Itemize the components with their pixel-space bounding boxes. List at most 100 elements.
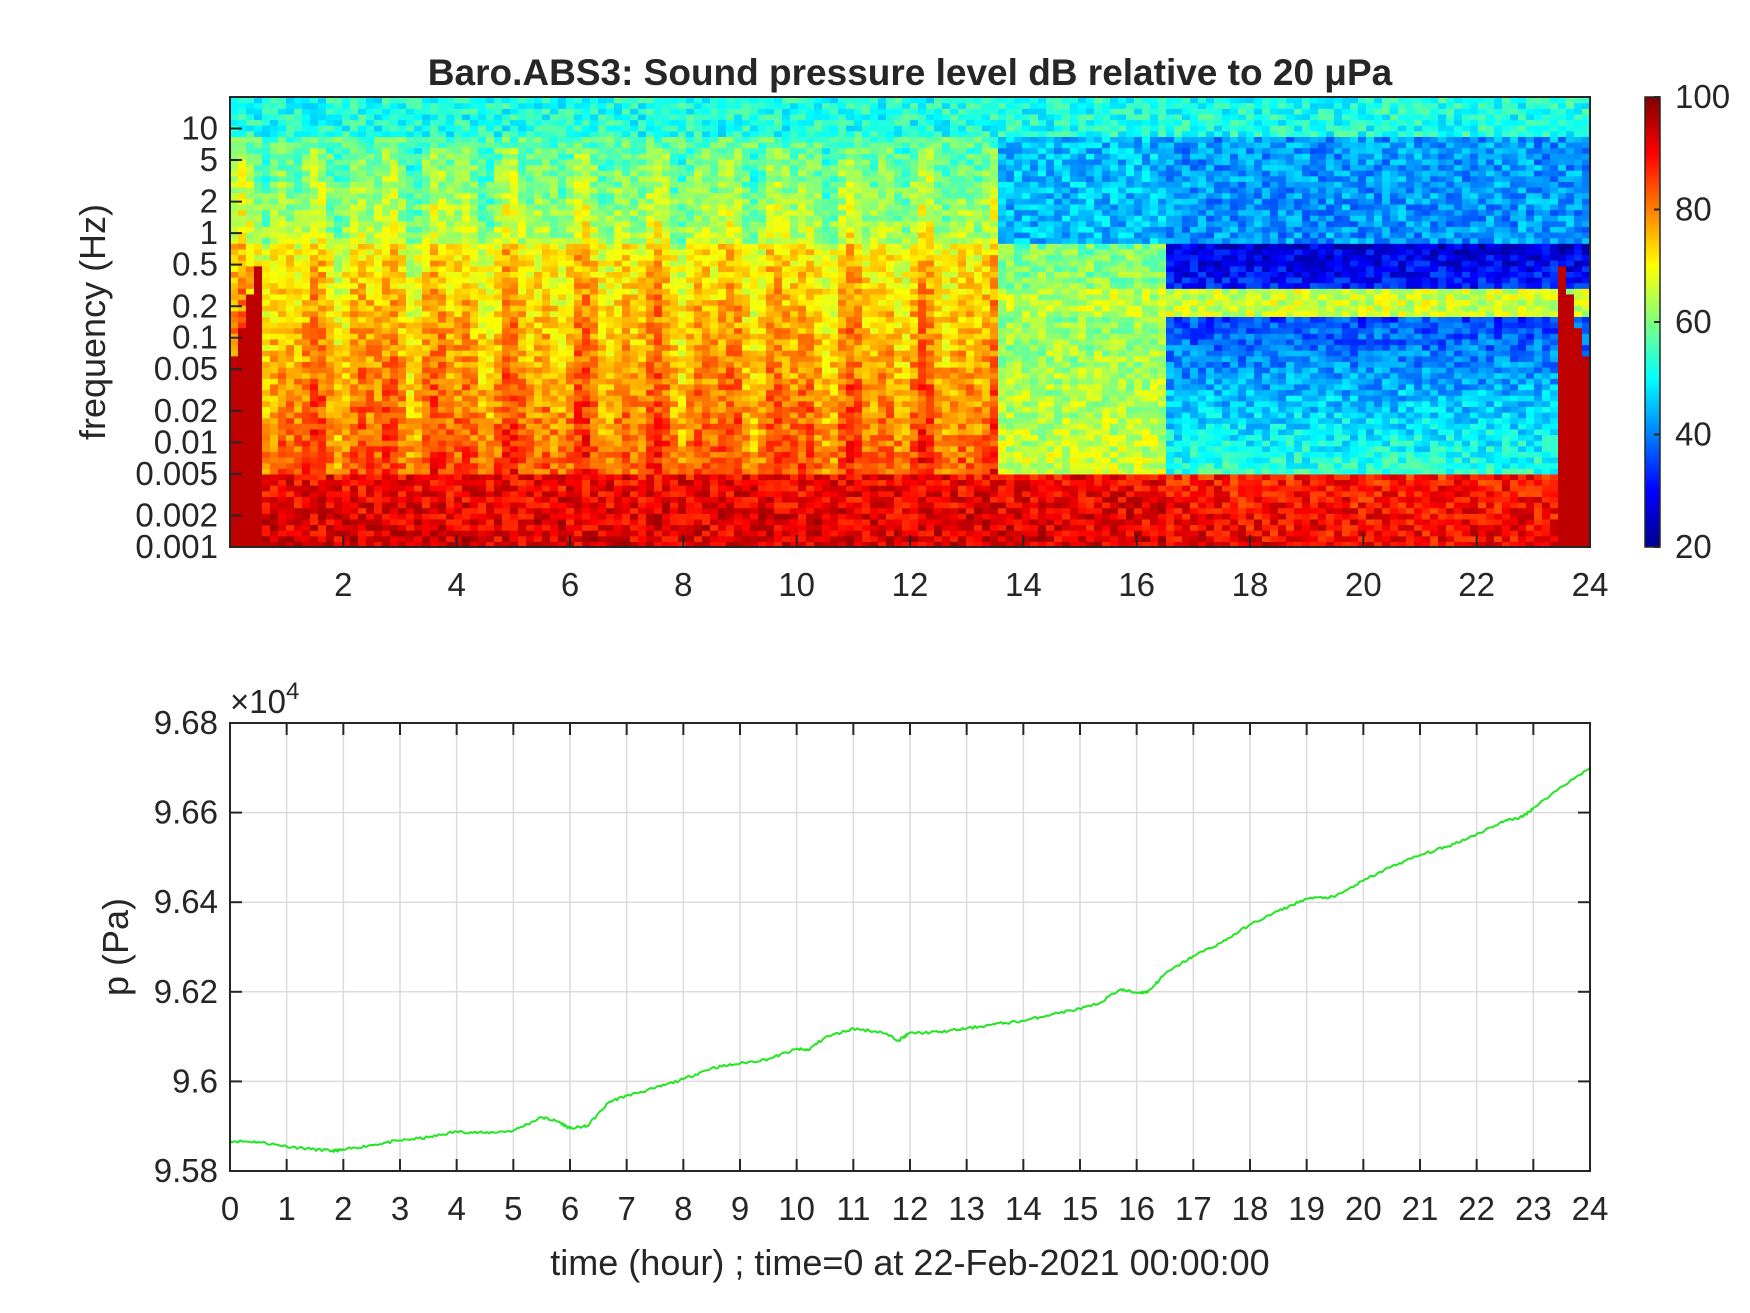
spectrogram-cell bbox=[510, 383, 519, 391]
spectrogram-cell bbox=[286, 265, 295, 272]
spectrogram-cell bbox=[334, 192, 343, 199]
spectrogram-cell bbox=[542, 451, 551, 458]
spectrogram-cell bbox=[534, 282, 543, 289]
spectrogram-cell bbox=[718, 142, 727, 149]
spectrogram-cell bbox=[550, 383, 559, 391]
spectrogram-cell bbox=[390, 277, 399, 284]
spectrogram-cell bbox=[718, 344, 727, 351]
spectrogram-cell bbox=[574, 305, 583, 312]
spectrogram-cell bbox=[438, 142, 447, 149]
spectrogram-cell bbox=[422, 535, 431, 542]
spectrogram-cell bbox=[662, 383, 671, 391]
spectrogram-cell bbox=[686, 535, 695, 542]
spectrogram-cell bbox=[390, 473, 399, 481]
spectrogram-cell bbox=[350, 102, 359, 109]
spectrogram-cell bbox=[358, 265, 367, 272]
spectrogram-cell bbox=[454, 535, 463, 542]
spectrogram-cell bbox=[654, 108, 663, 115]
spectrogram-cell bbox=[558, 187, 567, 194]
spectrogram-cell bbox=[494, 108, 503, 115]
spectrogram-cell bbox=[390, 479, 399, 486]
spectrogram-cell bbox=[718, 97, 727, 104]
spectrogram-cell bbox=[414, 170, 423, 177]
spectrogram-cell bbox=[286, 181, 295, 188]
spectrogram-cell bbox=[262, 175, 271, 182]
spectrogram-cell bbox=[358, 468, 367, 475]
spectrogram-cell bbox=[462, 428, 471, 436]
spectrogram-cell bbox=[694, 417, 703, 424]
spectrogram-cell bbox=[326, 130, 335, 137]
spectrogram-cell bbox=[302, 507, 311, 514]
spectrogram-cell bbox=[510, 541, 519, 548]
spectrogram-cell bbox=[638, 198, 647, 205]
spectrogram-cell bbox=[302, 457, 311, 464]
spectrogram-cell bbox=[630, 518, 639, 526]
spectrogram-cell bbox=[286, 518, 295, 526]
spectrogram-cell bbox=[550, 293, 559, 301]
spectrogram-cell bbox=[390, 327, 399, 334]
spectrogram-cell bbox=[334, 248, 343, 256]
spectrogram-cell bbox=[462, 209, 471, 216]
spectrogram-cell bbox=[702, 288, 711, 295]
spectrogram-cell bbox=[454, 153, 463, 160]
spectrogram-cell bbox=[622, 254, 631, 261]
spectrogram-cell bbox=[230, 209, 239, 216]
spectrogram-cell bbox=[446, 215, 455, 222]
spectrogram-cell bbox=[598, 445, 607, 452]
spectrogram-cell bbox=[710, 428, 719, 436]
spectrogram-cell bbox=[518, 237, 527, 244]
spectrogram-cell bbox=[582, 271, 591, 278]
spectrogram-cell bbox=[462, 277, 471, 284]
spectrogram-cell bbox=[590, 524, 599, 531]
spectrogram-cell bbox=[302, 327, 311, 334]
spectrogram-cell bbox=[406, 136, 415, 143]
spectrogram-cell bbox=[534, 147, 543, 154]
spectrogram-cell bbox=[414, 502, 423, 509]
spectrogram-cell bbox=[534, 130, 543, 137]
spectrogram-cell bbox=[710, 293, 719, 301]
spectrogram-cell bbox=[270, 209, 279, 216]
spectrogram-cell bbox=[390, 125, 399, 132]
spectrogram-cell bbox=[326, 237, 335, 244]
spectrogram-cell bbox=[334, 440, 343, 447]
spectrogram-cell bbox=[550, 457, 559, 464]
spectrogram-cell bbox=[430, 310, 439, 317]
spectrogram-cell bbox=[382, 260, 391, 267]
spectrogram-cell bbox=[246, 260, 255, 267]
spectrogram-cell bbox=[686, 164, 695, 171]
spectrogram-cell bbox=[270, 395, 279, 402]
spectrogram-cell bbox=[430, 462, 439, 469]
spectrogram-cell bbox=[278, 299, 287, 306]
spectrogram-cell bbox=[678, 524, 687, 531]
spectrogram-cell bbox=[342, 327, 351, 334]
spectrogram-cell bbox=[454, 282, 463, 289]
spectrogram-cell bbox=[318, 507, 327, 514]
spectrogram-cell bbox=[686, 97, 695, 104]
spectrogram-cell bbox=[318, 282, 327, 289]
spectrogram-cell bbox=[438, 153, 447, 160]
spectrogram-cell bbox=[686, 496, 695, 503]
spectrogram-cell bbox=[710, 226, 719, 233]
spectrogram-cell bbox=[678, 181, 687, 188]
spectrogram-cell bbox=[686, 423, 695, 430]
spectrogram-cell bbox=[342, 457, 351, 464]
spectrogram-cell bbox=[454, 203, 463, 211]
spectrogram-cell bbox=[654, 97, 663, 104]
spectrogram-cell bbox=[638, 209, 647, 216]
spectrogram-cell bbox=[422, 395, 431, 402]
spectrogram-cell bbox=[270, 203, 279, 211]
spectrogram-cell bbox=[358, 153, 367, 160]
spectrogram-cell bbox=[470, 97, 479, 104]
spectrogram-cell bbox=[326, 479, 335, 486]
spectrogram-cell bbox=[622, 412, 631, 419]
spectrogram-cell bbox=[270, 282, 279, 289]
spectrogram-cell bbox=[438, 361, 447, 368]
spectrogram-cell bbox=[454, 232, 463, 239]
spectrogram-cell bbox=[422, 496, 431, 503]
spectrogram-cell bbox=[582, 192, 591, 199]
spectrogram-cell bbox=[302, 282, 311, 289]
spectrogram-cell bbox=[254, 535, 263, 542]
spectrogram-cell bbox=[598, 265, 607, 272]
spectrogram-cell bbox=[470, 299, 479, 306]
spectrogram-cell bbox=[486, 406, 495, 413]
